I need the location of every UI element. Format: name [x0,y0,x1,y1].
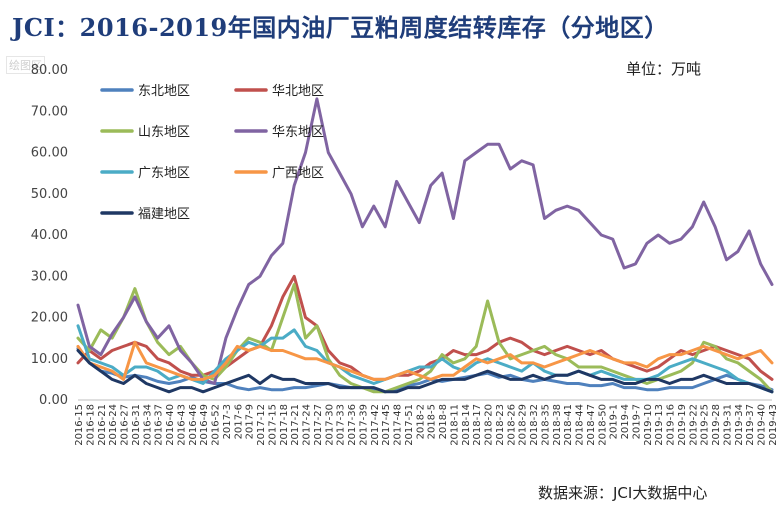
x-tick-label: 2018-29 [518,404,529,446]
source-label: 数据来源：JCI大数据中心 [538,484,708,502]
legend-label: 福建地区 [138,207,190,222]
x-tick-label: 2016-31 [131,404,142,446]
x-tick-label: 2018-23 [495,404,506,446]
plot-area-watermark: 绘图区 [6,56,45,74]
x-tick-label: 2018-20 [484,404,495,446]
x-tick-label: 2017-51 [404,404,415,446]
y-tick-label: 80.00 [31,63,68,78]
x-tick-label: 2016-40 [165,404,176,446]
y-tick-label: 50.00 [31,187,68,202]
x-tick-label: 2017-6 [233,404,244,439]
legend-label: 东北地区 [138,84,190,99]
x-tick-label: 2019-16 [666,404,677,446]
x-tick-label: 2017-27 [313,404,324,446]
x-tick-label: 2017-18 [279,404,290,446]
x-tick-label: 2017-12 [256,404,267,446]
x-tick-label: 2018-35 [540,404,551,446]
y-tick-label: 0.00 [39,393,68,408]
x-tick-label: 2016-34 [142,404,153,446]
series-line-6 [76,340,774,381]
x-tick-label: 2017-3 [222,404,233,439]
x-tick-label: 2017-15 [267,404,278,446]
x-tick-label: 2018-41 [563,404,574,446]
x-tick-label: 2018-32 [529,404,540,446]
x-tick-label: 2018-17 [472,404,483,446]
y-tick-label: 60.00 [31,146,68,161]
legend-label: 广西地区 [272,166,324,181]
x-tick-label: 2016-49 [199,404,210,446]
y-tick-label: 40.00 [31,228,68,243]
x-tick-label: 2019-19 [677,404,688,446]
series-line-2 [76,274,774,381]
y-tick-label: 70.00 [31,104,68,119]
x-tick-label: 2018-14 [461,404,472,446]
legend-label: 广东地区 [138,166,190,181]
series-line-7 [76,349,774,394]
x-tick-label: 2018-8 [438,404,449,439]
series-line-4 [76,97,774,385]
x-tick-label: 2018-38 [552,404,563,446]
x-tick-label: 2018-26 [506,404,517,446]
legend-label: 华东地区 [272,125,324,140]
x-tick-label: 2019-22 [688,404,699,446]
x-tick-label: 2018-5 [427,404,438,439]
x-tick-label: 2019-40 [757,404,768,446]
x-tick-label: 2017-42 [370,404,381,446]
x-tick-label: 2019-1 [609,404,620,439]
x-tick-label: 2017-21 [290,404,301,446]
x-tick-label: 2016-52 [211,404,222,446]
x-tick-label: 2016-27 [120,404,131,446]
y-tick-label: 30.00 [31,269,68,284]
x-tick-label: 2017-30 [324,404,335,446]
chart-title: JCI：2016-2019年国内油厂豆粕周度结转库存（分地区） [12,13,669,42]
y-tick-label: 10.00 [31,352,68,367]
x-tick-label: 2019-37 [745,404,756,446]
x-tick-label: 2018-11 [449,404,460,446]
x-tick-label: 2016-24 [108,404,119,446]
x-tick-label: 2019-25 [700,404,711,446]
unit-label: 单位：万吨 [626,60,702,78]
x-tick-label: 2016-15 [74,404,85,446]
x-tick-label: 2016-46 [188,404,199,446]
legend-label: 华北地区 [272,84,324,99]
x-tick-label: 2018-50 [597,404,608,446]
x-tick-label: 2019-10 [643,404,654,446]
x-tick-label: 2016-18 [85,404,96,446]
y-tick-label: 20.00 [31,311,68,326]
x-tick-label: 2019-31 [722,404,733,446]
legend-label: 山东地区 [138,125,190,140]
x-tick-label: 2019-7 [631,404,642,439]
x-tick-label: 2018-47 [586,404,597,446]
x-tick-label: 2017-36 [347,404,358,446]
x-tick-label: 2017-39 [358,404,369,446]
x-tick-label: 2019-28 [711,404,722,446]
x-tick-label: 2017-48 [393,404,404,446]
x-tick-label: 2016-37 [154,404,165,446]
x-tick-label: 2019-4 [620,404,631,439]
x-tick-label: 2019-43 [768,404,779,446]
x-tick-label: 2017-45 [381,404,392,446]
x-tick-label: 2017-9 [245,404,256,439]
x-tick-label: 2016-43 [176,404,187,446]
x-tick-label: 2017-33 [336,404,347,446]
x-tick-label: 2017-24 [302,404,313,446]
x-tick-label: 2019-34 [734,404,745,446]
x-tick-label: 2018-2 [415,404,426,439]
x-tick-label: 2019-13 [654,404,665,446]
x-tick-label: 2016-21 [97,404,108,446]
x-tick-label: 2018-44 [575,404,586,446]
